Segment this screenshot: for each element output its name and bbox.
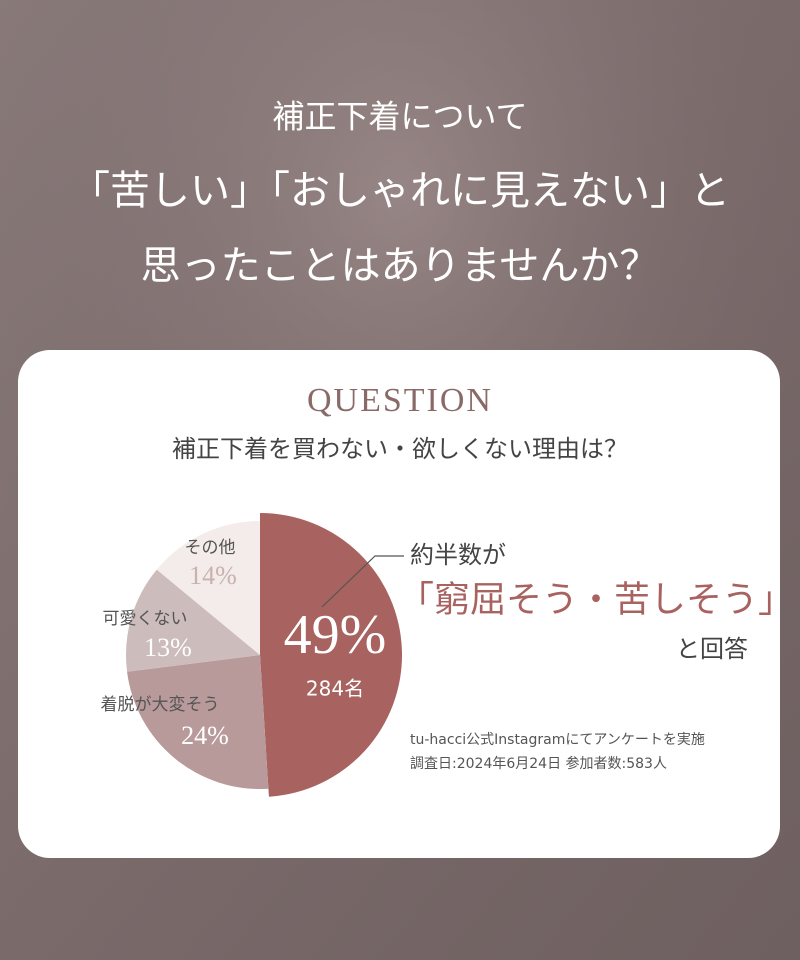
slice-value-label: 49% <box>284 604 387 666</box>
slice-label: 可愛くない <box>103 609 188 629</box>
pie-chart <box>126 513 402 797</box>
slice-label: その他 <box>185 538 236 558</box>
count-label: 284名 <box>306 677 364 701</box>
callout-highlight: 「窮屈そう・苦しそう」 <box>398 579 794 619</box>
slice-label: 着脱が大変そう <box>101 695 220 715</box>
callout-text: と回答 <box>676 635 748 663</box>
slice-value-label: 24% <box>181 721 229 750</box>
callout-text: 約半数が <box>410 541 506 569</box>
heading-line: 「苦しい」「おしゃれに見えない」と <box>70 168 730 213</box>
leader-line <box>321 555 404 608</box>
question-title: QUESTION <box>307 382 493 419</box>
heading-line: 思ったことはありませんか？ <box>141 243 660 288</box>
pie-slice <box>156 521 260 655</box>
pie-slice <box>127 655 269 789</box>
note: 調査日:2024年6月24日 参加者数:583人 <box>410 755 667 772</box>
question-text: 補正下着を買わない・欲しくない理由は？ <box>172 435 628 463</box>
slice-value-label: 14% <box>189 561 237 590</box>
heading-line: 補正下着について <box>272 98 527 134</box>
slice-value-label: 13% <box>144 633 192 662</box>
note: tu-hacci公式Instagramにてアンケートを実施 <box>410 732 705 748</box>
pie-slice <box>126 569 260 672</box>
pie-slice <box>260 513 402 797</box>
